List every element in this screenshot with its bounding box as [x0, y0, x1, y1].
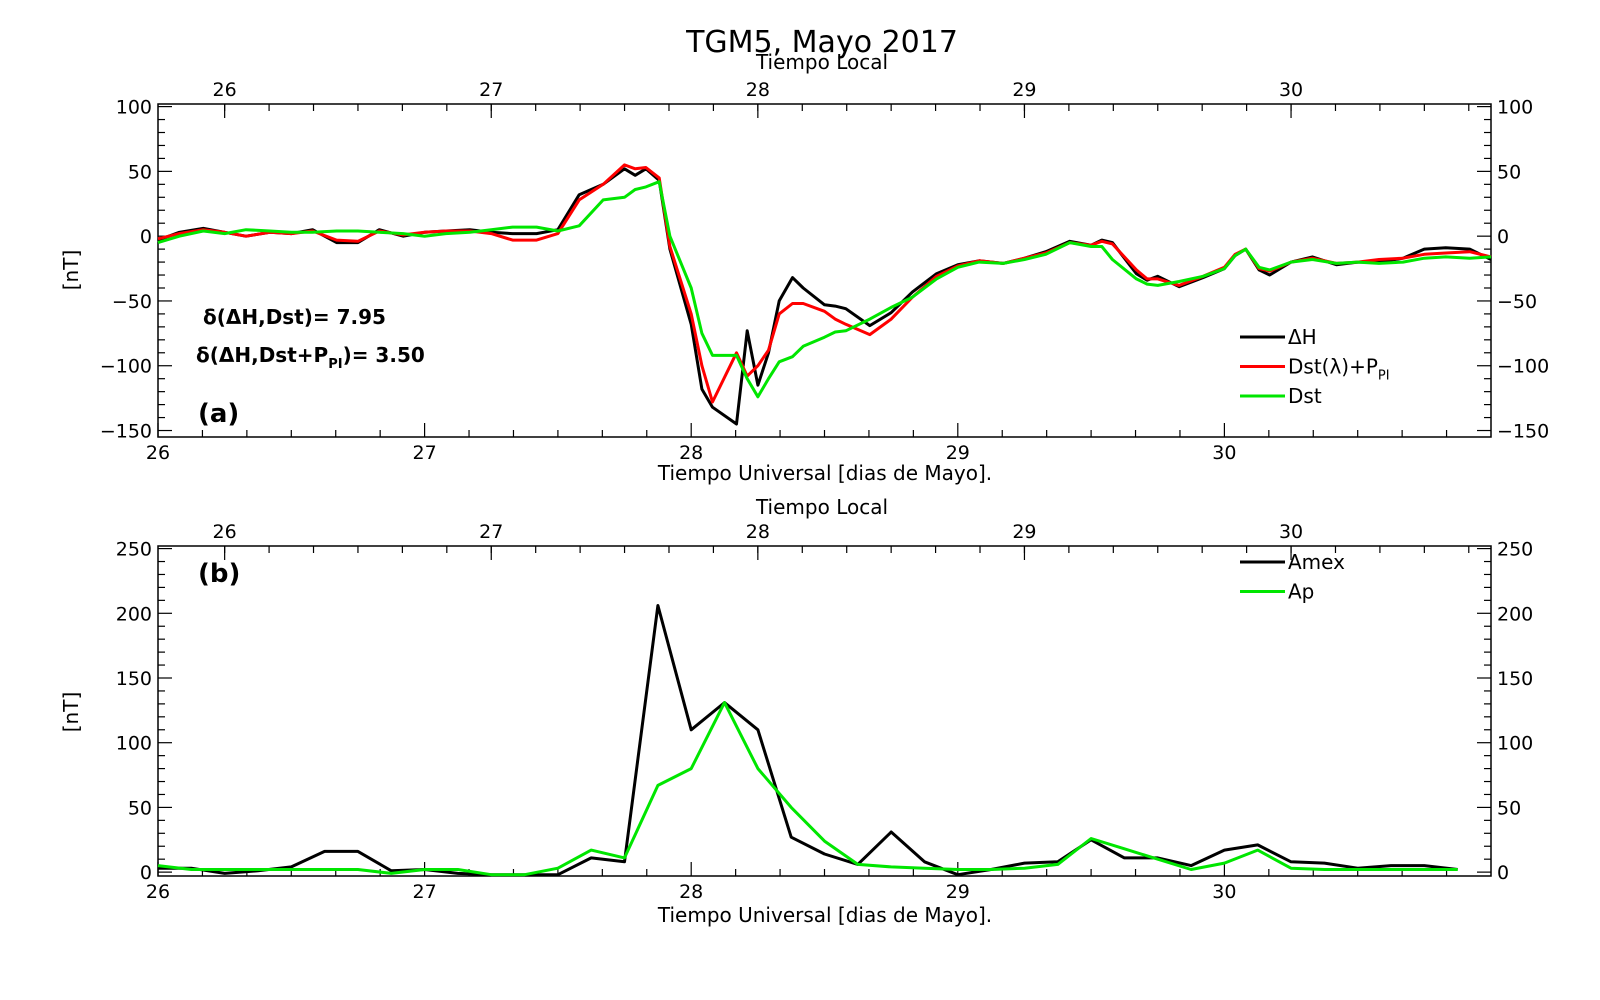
panel-b-ytick-label-right: 250	[1497, 539, 1533, 561]
panel-a-ytick-label-left: −50	[112, 291, 152, 313]
stat-delta-dh-dst-ppi: δ(ΔH,Dst+PPI)= 3.50	[196, 343, 425, 372]
panel-a-ylabel: [nT]	[59, 250, 83, 291]
stat-delta-dh-dst-ppi-sub: PI	[328, 357, 342, 372]
panel-b-xtick-label: 29	[946, 881, 970, 903]
panel-b-xtick-label: 27	[413, 881, 437, 903]
panel-b-top-xlabel: Tiempo Local	[755, 495, 888, 519]
panel-b-label: (b)	[198, 559, 240, 589]
panel-b-ytick-label-right: 200	[1497, 603, 1533, 625]
panel-a-ytick-label-right: −150	[1497, 421, 1549, 443]
chart-title: TGM5, Mayo 2017	[685, 25, 958, 60]
panel-b-ytick-label-left: 150	[116, 668, 152, 690]
panel-b-ytick-label-left: 0	[140, 862, 152, 884]
panel-b-ytick-label-right: 0	[1497, 862, 1509, 884]
panel-b-ticks: 0 0 50 50 100 100 150 150 200 200 250 250 26 27 28 29 30…	[116, 521, 1534, 903]
series-line-dst	[157, 180, 1492, 399]
panel-b-series	[157, 604, 1458, 877]
panel-a-xlabel: Tiempo Universal [dias de Mayo].	[657, 461, 992, 485]
panel-b-top-xtick-label: 28	[746, 521, 770, 543]
stat-delta-dh-dst-ppi-post: )= 3.50	[343, 343, 425, 367]
panel-b-xlabel: Tiempo Universal [dias de Mayo].	[657, 903, 992, 927]
panel-a-top-xlabel: Tiempo Local	[755, 50, 888, 74]
panel-b-ytick-label-left: 50	[128, 797, 152, 819]
panel-a-ytick-label-right: 50	[1497, 161, 1521, 183]
panel-b-xtick-label: 26	[146, 881, 170, 903]
panel-a-ytick-label-right: 0	[1497, 226, 1509, 248]
panel-b-top-xtick-label: 30	[1279, 521, 1303, 543]
panel-b-ytick-label-left: 100	[116, 733, 152, 755]
panel-a-ytick-label-right: 100	[1497, 97, 1533, 119]
panel-a-ytick-label-left: −150	[100, 421, 152, 443]
panel-a: −150 −150 −100 −100 −50 −50 0 0 50 50 100 100 26 27 28…	[59, 50, 1549, 485]
panel-a-xtick-label: 28	[679, 442, 703, 464]
legend-label-text-amex: Amex	[1288, 550, 1345, 574]
panel-a-xtick-label: 29	[946, 442, 970, 464]
stat-delta-dh-dst-ppi-pre: δ(ΔH,Dst+P	[196, 343, 328, 367]
panel-b-ytick-label-right: 150	[1497, 668, 1533, 690]
panel-a-top-xtick-label: 28	[746, 79, 770, 101]
panel-a-top-xtick-label: 29	[1012, 79, 1036, 101]
panel-a-ticks: −150 −150 −100 −100 −50 −50 0 0 50 50 100 100 26 27 28…	[100, 79, 1549, 464]
panel-b-ylabel: [nT]	[59, 692, 83, 733]
panel-b-top-xtick-label: 26	[213, 521, 237, 543]
panel-a-top-xtick-label: 30	[1279, 79, 1303, 101]
panel-b-ytick-label-left: 250	[116, 539, 152, 561]
legend-label-text-ap: Ap	[1288, 580, 1314, 604]
legend-label-dst: Dst	[1288, 384, 1322, 408]
panel-b-ytick-label-right: 100	[1497, 733, 1533, 755]
legend-label-text-dst_ppi: Dst(λ)+P	[1288, 355, 1378, 379]
legend-label-amex: Amex	[1288, 550, 1345, 574]
panel-a-top-xtick-label: 26	[213, 79, 237, 101]
panel-a-ytick-label-left: 50	[128, 161, 152, 183]
panel-b-top-xtick-label: 29	[1012, 521, 1036, 543]
legend-label-text-dH: ΔH	[1288, 325, 1317, 349]
panel-a-top-xtick-label: 27	[479, 79, 503, 101]
series-line-amex	[158, 604, 1458, 877]
legend-label-ap: Ap	[1288, 580, 1314, 604]
panel-a-ytick-label-right: −100	[1497, 356, 1549, 378]
legend-label-text-dst: Dst	[1288, 384, 1322, 408]
legend-label-dH: ΔH	[1288, 325, 1317, 349]
legend-label-dst_ppi: Dst(λ)+PPI	[1288, 355, 1390, 384]
panel-a-xtick-label: 26	[146, 442, 170, 464]
panel-a-ytick-label-right: −50	[1497, 291, 1537, 313]
panel-a-xtick-label: 30	[1212, 442, 1236, 464]
panel-b-xtick-label: 30	[1212, 881, 1236, 903]
panel-a-label: (a)	[198, 399, 239, 429]
panel-b-xtick-label: 28	[679, 881, 703, 903]
legend-label-sub-dst_ppi: PI	[1378, 369, 1390, 384]
panel-b-ytick-label-left: 200	[116, 603, 152, 625]
panel-b-ytick-label-right: 50	[1497, 797, 1521, 819]
panel-b-top-xtick-label: 27	[479, 521, 503, 543]
panel-a-ytick-label-left: 100	[116, 97, 152, 119]
panel-b-legend: Amex Ap	[1240, 550, 1345, 604]
panel-a-xtick-label: 27	[413, 442, 437, 464]
panel-a-series	[157, 163, 1492, 426]
series-line-ap	[157, 701, 1458, 877]
panel-b: 0 0 50 50 100 100 150 150 200 200 250 250 26 27 28 29 30…	[59, 495, 1533, 927]
panel-a-ytick-label-left: −100	[100, 356, 152, 378]
stat-delta-dh-dst: δ(ΔH,Dst)= 7.95	[203, 305, 386, 329]
panel-a-ytick-label-left: 0	[140, 226, 152, 248]
